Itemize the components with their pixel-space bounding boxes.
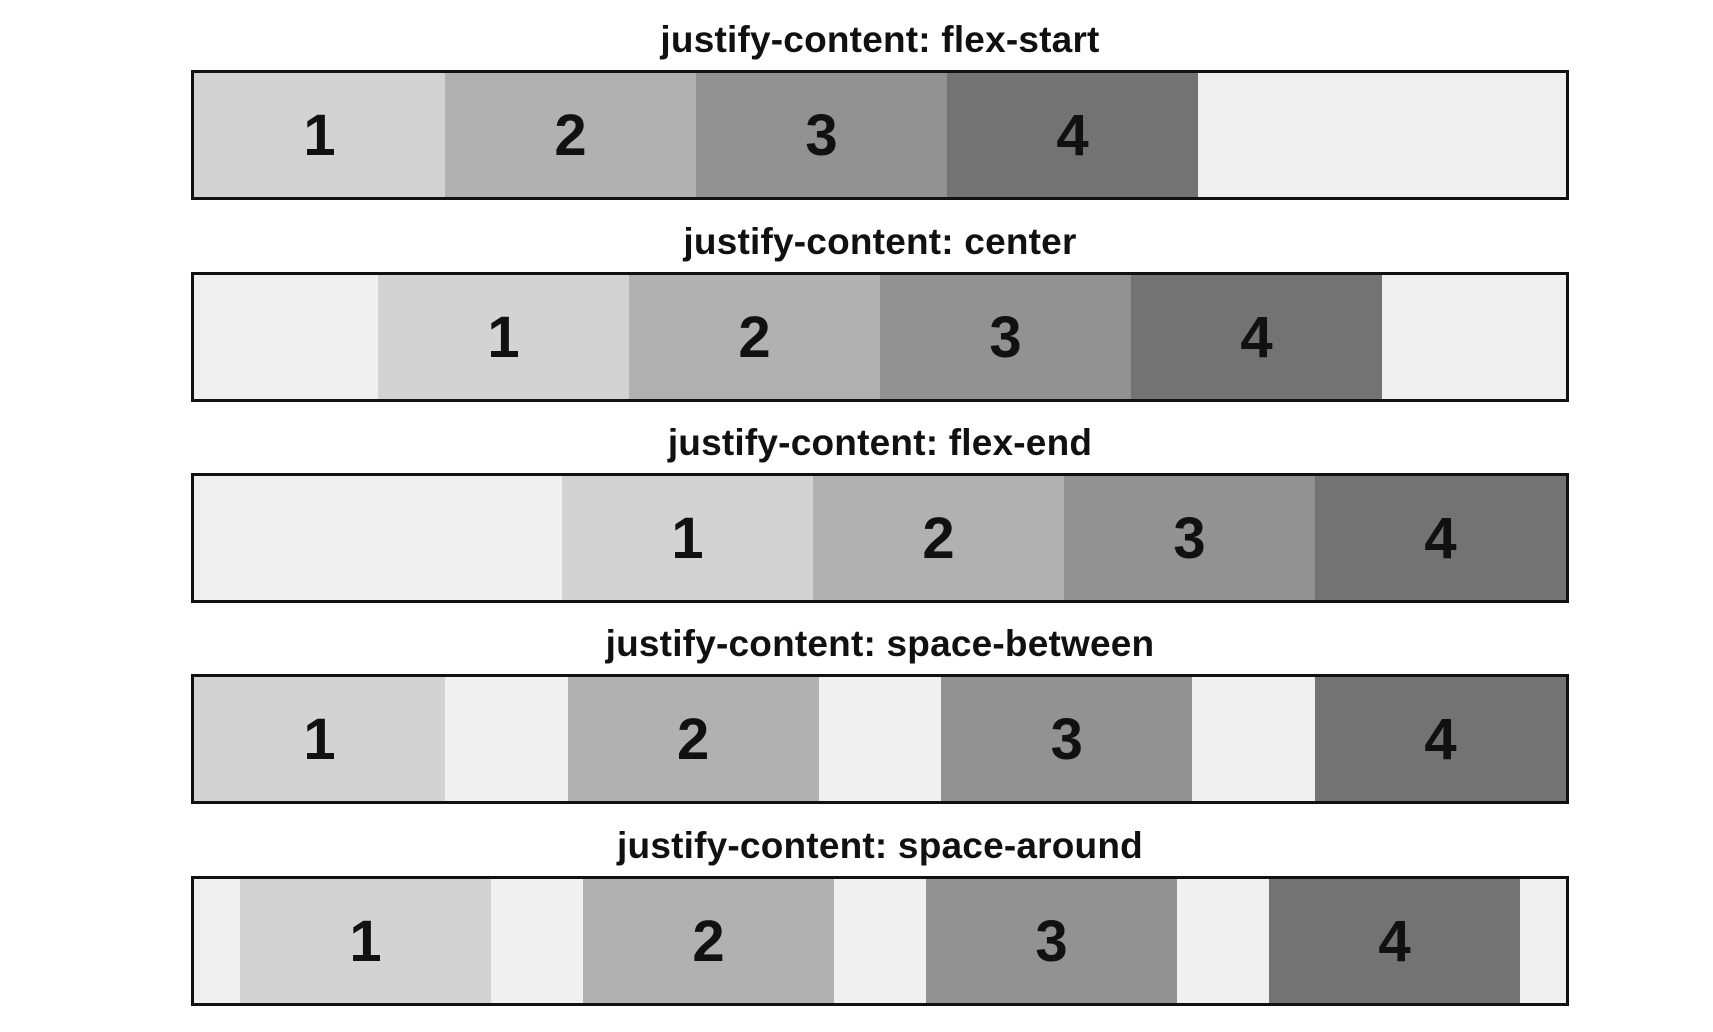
flex-item-2: 2 [445, 73, 696, 197]
row-title: justify-content: space-between [605, 623, 1155, 664]
flex-item-3: 3 [926, 879, 1177, 1003]
flex-container: 1 2 3 4 [191, 473, 1569, 603]
row-flex-end: justify-content: flex-end 1 2 3 4 [191, 413, 1569, 603]
flex-item-2: 2 [567, 677, 819, 801]
flex-item-3: 3 [880, 275, 1131, 399]
row-flex-start: justify-content: flex-start 1 2 3 4 [191, 10, 1569, 200]
flex-container: 1 2 3 4 [191, 272, 1569, 402]
row-title: justify-content: flex-start [660, 19, 1100, 60]
flex-item-4: 4 [1315, 476, 1566, 600]
row-title: justify-content: center [683, 221, 1077, 262]
row-title: justify-content: flex-end [667, 422, 1093, 463]
flex-item-2: 2 [583, 879, 834, 1003]
flex-item-4: 4 [1269, 879, 1520, 1003]
flex-item-1: 1 [240, 879, 491, 1003]
flex-container: 1 2 3 4 [191, 70, 1569, 200]
flex-container: 1 2 3 4 [191, 876, 1569, 1006]
flex-item-2: 2 [629, 275, 880, 399]
flex-item-4: 4 [1314, 677, 1566, 801]
flex-container: 1 2 3 4 [191, 674, 1569, 804]
row-space-between: justify-content: space-between 1 2 3 4 [191, 614, 1569, 804]
flex-item-4: 4 [1131, 275, 1382, 399]
flex-item-4: 4 [947, 73, 1198, 197]
flex-item-1: 1 [562, 476, 813, 600]
flex-item-3: 3 [1064, 476, 1315, 600]
flex-item-3: 3 [696, 73, 947, 197]
flex-item-1: 1 [194, 677, 445, 801]
flex-item-1: 1 [194, 73, 445, 197]
row-title: justify-content: space-around [617, 825, 1143, 866]
flex-item-2: 2 [813, 476, 1064, 600]
row-space-around: justify-content: space-around 1 2 3 4 [191, 816, 1569, 1006]
flex-item-3: 3 [941, 677, 1193, 801]
flex-item-1: 1 [378, 275, 629, 399]
row-center: justify-content: center 1 2 3 4 [191, 212, 1569, 402]
